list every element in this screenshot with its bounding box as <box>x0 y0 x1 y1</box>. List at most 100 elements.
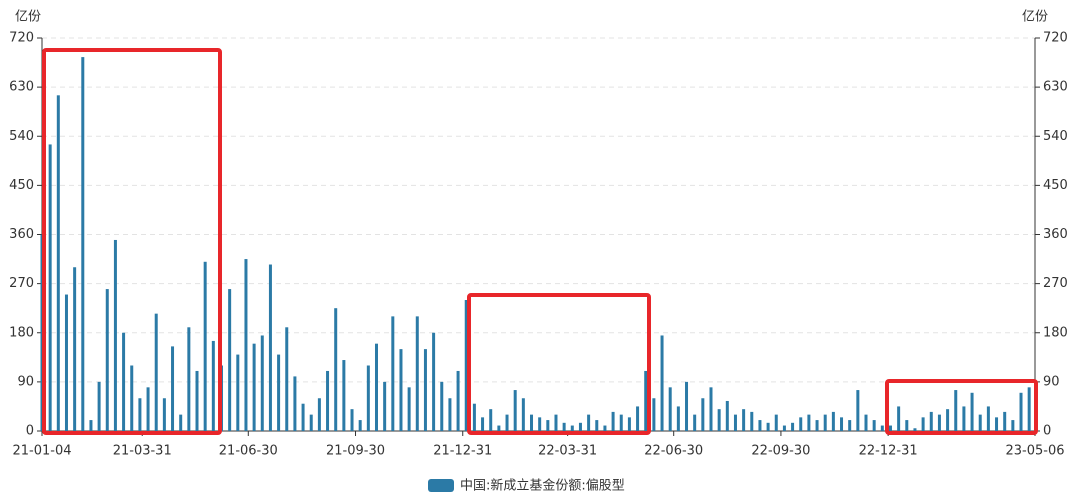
bar <box>260 335 264 431</box>
bar <box>693 414 697 431</box>
bar <box>195 370 199 431</box>
bar <box>244 259 248 431</box>
bar <box>456 370 460 431</box>
bar <box>823 414 827 431</box>
bar <box>317 398 321 431</box>
bar <box>481 417 485 431</box>
x-tick-label: 21-06-30 <box>219 444 278 459</box>
bar <box>897 406 901 431</box>
bar <box>350 409 354 431</box>
bar <box>807 414 811 431</box>
bar <box>407 387 411 431</box>
y2-tick-label: 720 <box>1043 31 1068 46</box>
bar <box>154 313 158 431</box>
bar <box>89 420 93 431</box>
bar <box>203 261 207 431</box>
highlight-box <box>42 48 222 435</box>
bar <box>399 349 403 431</box>
bar <box>432 332 436 431</box>
bar <box>73 267 77 431</box>
x-tick-label: 23-05-06 <box>1005 444 1064 459</box>
y-tick-label: 450 <box>9 178 34 193</box>
bar <box>472 403 476 431</box>
bar <box>342 360 346 431</box>
bar <box>937 414 941 431</box>
bar <box>268 264 272 431</box>
bar <box>1019 392 1023 431</box>
bar <box>709 387 713 431</box>
bar <box>464 300 468 431</box>
bar <box>970 392 974 431</box>
bar <box>701 398 705 431</box>
bar <box>211 340 215 431</box>
bar <box>293 376 297 431</box>
x-tick-label: 22-06-30 <box>644 444 703 459</box>
legend-swatch <box>428 479 454 492</box>
bar <box>758 420 762 431</box>
legend-label: 中国:新成立基金份额:偏股型 <box>460 478 625 494</box>
bar <box>685 381 689 431</box>
bar <box>725 400 729 431</box>
bar <box>554 414 558 431</box>
bar <box>179 414 183 431</box>
bar <box>774 414 778 431</box>
bar <box>113 239 117 431</box>
bar <box>864 414 868 431</box>
bar <box>587 414 591 431</box>
bar <box>1027 387 1031 431</box>
bar <box>513 390 517 431</box>
bar <box>611 411 615 431</box>
bar <box>848 420 852 431</box>
bar <box>978 414 982 431</box>
bar <box>636 406 640 431</box>
bar <box>652 398 656 431</box>
bar <box>676 406 680 431</box>
bar <box>929 411 933 431</box>
x-tick-label: 22-09-30 <box>751 444 810 459</box>
bar <box>530 414 534 431</box>
bar <box>872 420 876 431</box>
bar <box>301 403 305 431</box>
bar <box>64 294 68 431</box>
bar <box>905 420 909 431</box>
highlight-box <box>885 379 1038 435</box>
x-tick-label: 21-12-31 <box>433 444 492 459</box>
bar <box>986 406 990 431</box>
y2-tick-label: 540 <box>1043 129 1068 144</box>
bar <box>562 422 566 431</box>
y-tick-label: 270 <box>9 276 34 291</box>
bar <box>627 417 631 431</box>
x-tick-label: 21-03-31 <box>113 444 172 459</box>
bar <box>995 417 999 431</box>
bar <box>603 425 607 431</box>
bar <box>334 308 338 431</box>
y2-tick-label: 270 <box>1043 276 1068 291</box>
bar <box>1003 411 1007 431</box>
x-tick-label: 22-12-31 <box>859 444 918 459</box>
bar <box>815 420 819 431</box>
y2-tick-label: 180 <box>1043 325 1068 340</box>
bar <box>505 414 509 431</box>
y-tick-label: 0 <box>26 424 34 439</box>
bar <box>921 417 925 431</box>
y-tick-label: 720 <box>9 31 34 46</box>
bar <box>48 144 52 431</box>
y2-tick-label: 450 <box>1043 178 1068 193</box>
y-tick-label: 540 <box>9 129 34 144</box>
bar <box>766 422 770 431</box>
bar <box>105 289 109 431</box>
bar <box>913 428 917 431</box>
y2-axis-unit: 亿份 <box>1022 10 1048 25</box>
bar <box>619 414 623 431</box>
bar <box>56 95 60 431</box>
bar <box>1011 420 1015 431</box>
bar <box>489 409 493 431</box>
bar <box>954 390 958 431</box>
bar <box>831 411 835 431</box>
bar <box>277 354 281 431</box>
bar <box>309 414 313 431</box>
bar <box>228 289 232 431</box>
y2-tick-label: 630 <box>1043 80 1068 95</box>
bar <box>660 335 664 431</box>
bar <box>840 417 844 431</box>
